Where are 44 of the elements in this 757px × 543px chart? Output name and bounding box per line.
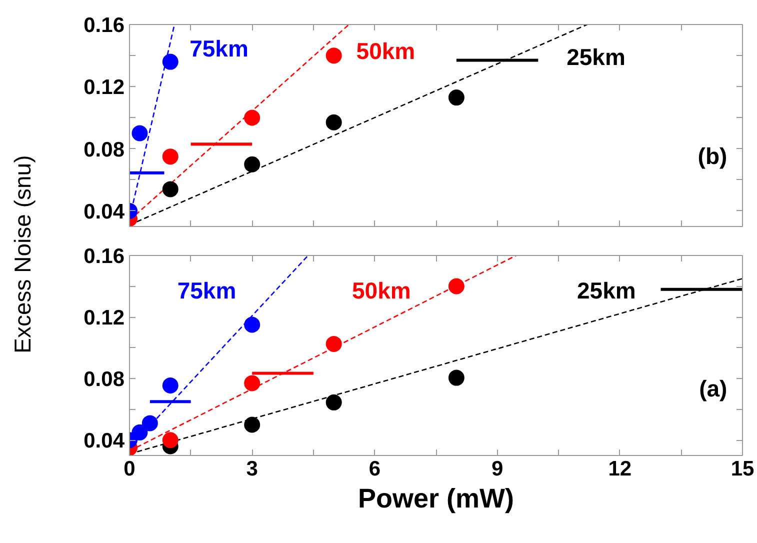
point [244,416,260,433]
x-tick-label: 9 [491,458,504,480]
point [326,394,342,410]
annotation: 75km [177,277,236,304]
y-tick-label: 0.16 [84,245,125,268]
point [162,54,178,70]
point [448,90,464,106]
point [162,378,178,394]
x-axis-title: Power (mW) [358,484,514,514]
point [326,48,342,64]
y-axis-title: Excess Noise (snu) [10,155,36,354]
point [244,110,260,126]
annotation: 50km [356,38,416,64]
annotation: 25km [576,277,636,304]
point [244,156,260,172]
annotation: 75km [190,36,248,62]
annotation: 50km [352,277,411,304]
x-tick-label: 15 [730,458,754,480]
annotation: (b) [698,142,728,169]
x-tick-label: 12 [608,458,632,480]
point [162,181,178,198]
y-tick-label: 0.08 [84,368,125,392]
point [244,375,260,392]
point [448,278,464,294]
point [244,316,260,333]
y-tick-label: 0.12 [84,76,125,100]
y-tick-label: 0.12 [84,306,125,330]
point [326,114,342,130]
point [132,125,148,142]
point [448,370,464,386]
y-tick-label: 0.08 [84,138,125,162]
y-tick-label: 0.04 [84,430,125,453]
point [326,336,342,352]
x-tick-label: 3 [246,458,258,480]
point [142,415,158,432]
y-tick-label: 0.04 [84,200,125,224]
annotation: 25km [566,44,626,70]
x-tick-label: 0 [124,458,136,480]
point [162,432,178,448]
point [162,148,178,165]
y-tick-label: 0.16 [84,14,125,37]
annotation: (a) [699,376,728,402]
x-tick-label: 6 [368,458,381,480]
point [132,424,148,440]
